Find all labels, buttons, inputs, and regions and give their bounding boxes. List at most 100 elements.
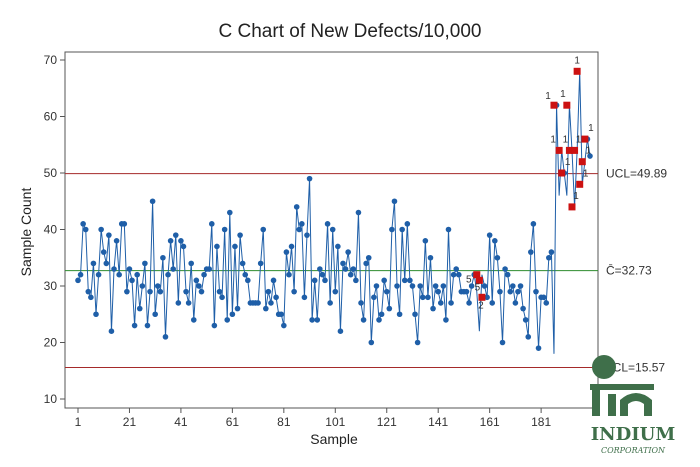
data-point [396,311,403,318]
data-point [116,271,122,278]
flag-label: 5 [466,275,472,286]
data-point [278,311,285,318]
data-point [221,226,228,233]
flagged-point [568,203,576,211]
data-point [121,221,128,227]
data-point [178,238,184,244]
data-point [329,226,336,233]
data-point [520,305,526,312]
flagged-point [576,180,584,188]
data-point [412,311,418,318]
data-point [404,221,411,227]
data-point [486,232,493,238]
flag-label: 1 [588,123,594,134]
data-point [363,260,369,267]
data-point [232,243,238,250]
data-point [360,317,367,323]
data-point [450,271,457,278]
data-point [172,232,179,238]
data-point [407,277,413,284]
data-point [206,266,213,272]
data-point [219,294,225,301]
data-point [286,271,292,278]
data-point [435,288,442,295]
flag-label: 1 [586,146,592,157]
data-point [512,300,519,306]
data-point [224,317,231,323]
center-label: C̄=32.73 [606,264,652,278]
data-point [468,283,475,289]
data-point [430,305,436,312]
data-point [327,300,333,306]
y-tick-label: 50 [44,166,58,180]
data-point [494,254,501,261]
chart-title: C Chart of New Defects/10,000 [219,21,482,42]
data-point [401,277,408,284]
y-tick-label: 40 [44,223,58,237]
data-point [484,294,490,301]
data-point [180,243,187,250]
data-point [208,221,215,227]
data-point [165,271,171,278]
data-point [466,300,472,306]
data-point [154,283,161,289]
data-point [383,288,390,295]
data-point [533,288,539,295]
flag-label: 2 [478,300,484,311]
data-point [152,311,158,318]
logo-name: INDIUM [591,424,676,445]
data-point [226,209,233,216]
data-point [273,294,279,301]
data-point [234,305,241,312]
data-point [432,283,439,289]
data-point [265,288,272,295]
data-point [95,271,102,278]
data-point [548,249,555,255]
data-point [113,238,120,244]
data-point [100,249,107,255]
data-point [85,288,92,295]
data-point [198,288,205,295]
data-point [427,254,434,261]
data-point [437,300,444,306]
data-point [530,221,537,227]
flag-label: 1 [550,134,556,145]
data-point [175,300,182,306]
data-point [301,294,308,301]
data-point [98,226,104,233]
flag-label: 1 [574,55,580,66]
flagged-point [558,169,566,177]
data-point [378,311,385,318]
data-point [337,328,344,335]
data-point [399,226,405,233]
data-point [196,283,202,289]
data-point [365,254,372,261]
data-point [373,283,380,289]
data-point [499,339,506,346]
flagged-point [571,146,579,154]
data-point [419,294,426,301]
x-tick-label: 141 [428,415,448,429]
data-point [440,283,447,289]
data-point [291,288,297,295]
data-point [515,288,521,295]
data-point [540,294,547,301]
data-point [201,271,207,278]
flagged-point [578,158,586,166]
flag-label: 5 [475,282,481,293]
data-point [296,226,303,233]
flagged-point [475,276,483,284]
logo-mark [590,384,654,416]
data-point [314,317,321,323]
data-point [350,266,357,272]
data-point [535,345,542,351]
data-point [445,226,452,233]
data-point [414,339,421,346]
data-point [368,339,375,346]
data-point [381,277,387,284]
flagged-point [550,101,558,109]
data-point [448,300,454,306]
data-point [263,305,269,312]
data-point [288,243,295,250]
data-point [311,277,318,284]
